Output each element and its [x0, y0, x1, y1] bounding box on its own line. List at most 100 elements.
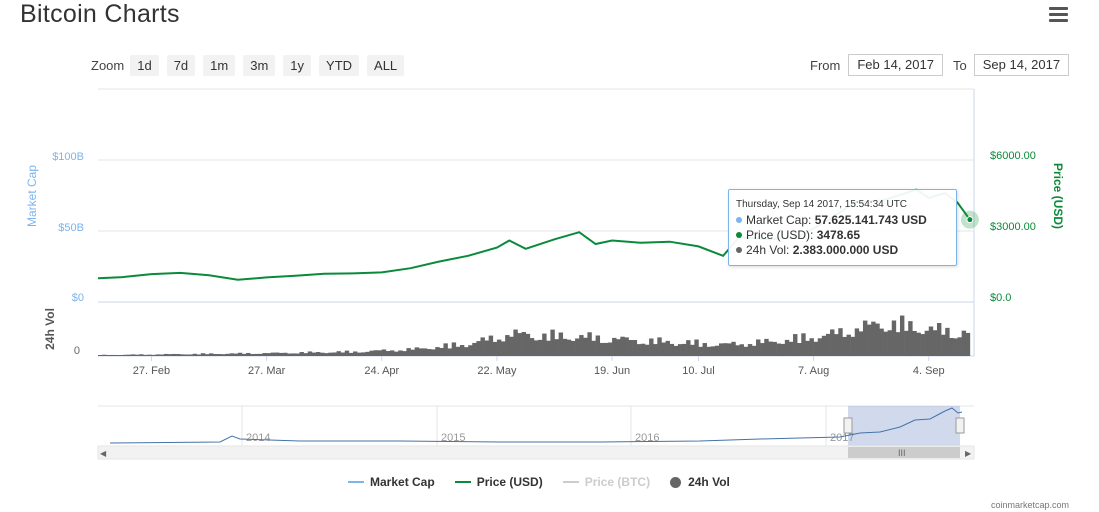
- volume-bar: [562, 338, 568, 356]
- volume-bar: [147, 354, 152, 356]
- volume-bar: [706, 346, 712, 356]
- volume-bar: [122, 354, 128, 356]
- volume-bar: [875, 323, 880, 356]
- legend-item-price-btc[interactable]: Price (BTC): [562, 475, 650, 489]
- tooltip-row-price: Price (USD): 3478.65: [736, 228, 956, 243]
- scrollbar-grip-icon: III: [898, 448, 906, 458]
- zoom-all-button[interactable]: ALL: [367, 54, 405, 76]
- volume-bar: [340, 352, 346, 356]
- volume-bar: [690, 344, 695, 356]
- volume-bar: [677, 344, 683, 356]
- volume-bar: [653, 344, 658, 356]
- volume-bar: [410, 349, 415, 356]
- volume-bar: [431, 349, 436, 356]
- navigator-year-2015: 2015: [441, 432, 465, 444]
- volume-bar: [365, 351, 370, 356]
- x-tick-label: 10. Jul: [682, 365, 714, 377]
- zoom-ytd-button[interactable]: YTD: [319, 54, 360, 76]
- volume-bar: [603, 342, 609, 356]
- credits-link[interactable]: coinmarketcap.com: [990, 500, 1069, 510]
- volume-bar: [719, 343, 724, 356]
- volume-bar: [348, 352, 354, 356]
- volume-bar: [554, 339, 559, 356]
- volume-bar: [176, 354, 181, 356]
- right-tick-0: $0.0: [990, 292, 1011, 304]
- zoom-3m-button[interactable]: 3m: [243, 54, 276, 76]
- volume-bar: [924, 330, 930, 356]
- navigator-handle-right[interactable]: [955, 417, 965, 434]
- volume-bar: [583, 337, 588, 356]
- volume-bar: [879, 328, 884, 356]
- volume-bar: [949, 337, 954, 356]
- scrollbar-track[interactable]: [97, 445, 975, 460]
- volume-bar: [352, 351, 358, 356]
- volume-bar: [484, 340, 489, 356]
- volume-bar: [283, 352, 288, 356]
- volume-bar: [287, 353, 292, 356]
- volume-bar: [760, 343, 765, 356]
- volume-bar: [200, 353, 206, 356]
- volume-bar: [102, 354, 107, 356]
- volume-bar: [961, 330, 967, 356]
- volume-bar: [649, 338, 654, 356]
- scrollbar-thumb[interactable]: [848, 447, 960, 458]
- volume-bar: [361, 352, 366, 356]
- volume-bar: [394, 351, 399, 356]
- volume-bar: [455, 346, 461, 356]
- volume-bar: [513, 329, 518, 356]
- legend-item-market-cap[interactable]: Market Cap: [348, 475, 435, 489]
- scroll-left-arrow-icon[interactable]: ◀: [100, 449, 107, 458]
- volume-bar: [233, 353, 239, 356]
- zoom-1m-button[interactable]: 1m: [203, 54, 236, 76]
- zoom-controls: Zoom 1d 7d 1m 3m 1y YTD ALL: [91, 54, 412, 76]
- volume-bar: [377, 350, 383, 356]
- volume-bar: [480, 337, 485, 356]
- volume-bar: [838, 328, 843, 356]
- volume-bar: [686, 340, 691, 356]
- volume-bar: [624, 337, 629, 356]
- volume-bar: [912, 330, 917, 356]
- volume-bar: [439, 347, 444, 356]
- x-tick-label: 7. Aug: [798, 365, 829, 377]
- volume-bar: [809, 338, 814, 356]
- from-date-input[interactable]: Feb 14, 2017: [848, 54, 943, 76]
- hover-marker-point[interactable]: [966, 216, 974, 224]
- legend-item-volume[interactable]: 24h Vol: [670, 475, 730, 489]
- volume-bar: [665, 340, 670, 356]
- legend-item-price-usd[interactable]: Price (USD): [454, 475, 543, 489]
- zoom-7d-button[interactable]: 7d: [166, 54, 196, 76]
- zoom-1y-button[interactable]: 1y: [283, 54, 312, 76]
- volume-bar: [221, 354, 226, 356]
- navigator-year-2016: 2016: [635, 432, 659, 444]
- scroll-right-arrow-icon[interactable]: ▶: [965, 449, 972, 458]
- volume-bar: [842, 336, 847, 356]
- volume-bar: [274, 352, 280, 356]
- volume-bar: [422, 348, 428, 356]
- volume-bar: [381, 349, 387, 356]
- volume-bar: [418, 348, 424, 356]
- volume-bar: [595, 335, 601, 356]
- volume-bar: [357, 352, 362, 356]
- volume-bar: [217, 354, 222, 356]
- volume-bar: [743, 346, 749, 356]
- volume-bar: [373, 350, 378, 356]
- hamburger-menu-icon[interactable]: [1049, 7, 1068, 23]
- zoom-1d-button[interactable]: 1d: [130, 54, 159, 76]
- to-date-input[interactable]: Sep 14, 2017: [973, 54, 1070, 76]
- volume-bar: [192, 353, 197, 356]
- volume-bar: [246, 352, 251, 356]
- volume-bar: [883, 331, 888, 356]
- navigator-handle-left[interactable]: [843, 417, 853, 434]
- volume-bar: [932, 330, 938, 356]
- volume-bar: [229, 353, 235, 356]
- volume-bar: [805, 340, 810, 356]
- volume-bar: [299, 352, 304, 356]
- left-tick-100b: $100B: [52, 151, 84, 163]
- volume-bar: [266, 353, 272, 356]
- volume-bar: [887, 330, 893, 356]
- volume-bar: [714, 345, 720, 356]
- volume-bar: [488, 335, 494, 356]
- volume-bar: [661, 342, 666, 356]
- volume-bar: [509, 336, 514, 356]
